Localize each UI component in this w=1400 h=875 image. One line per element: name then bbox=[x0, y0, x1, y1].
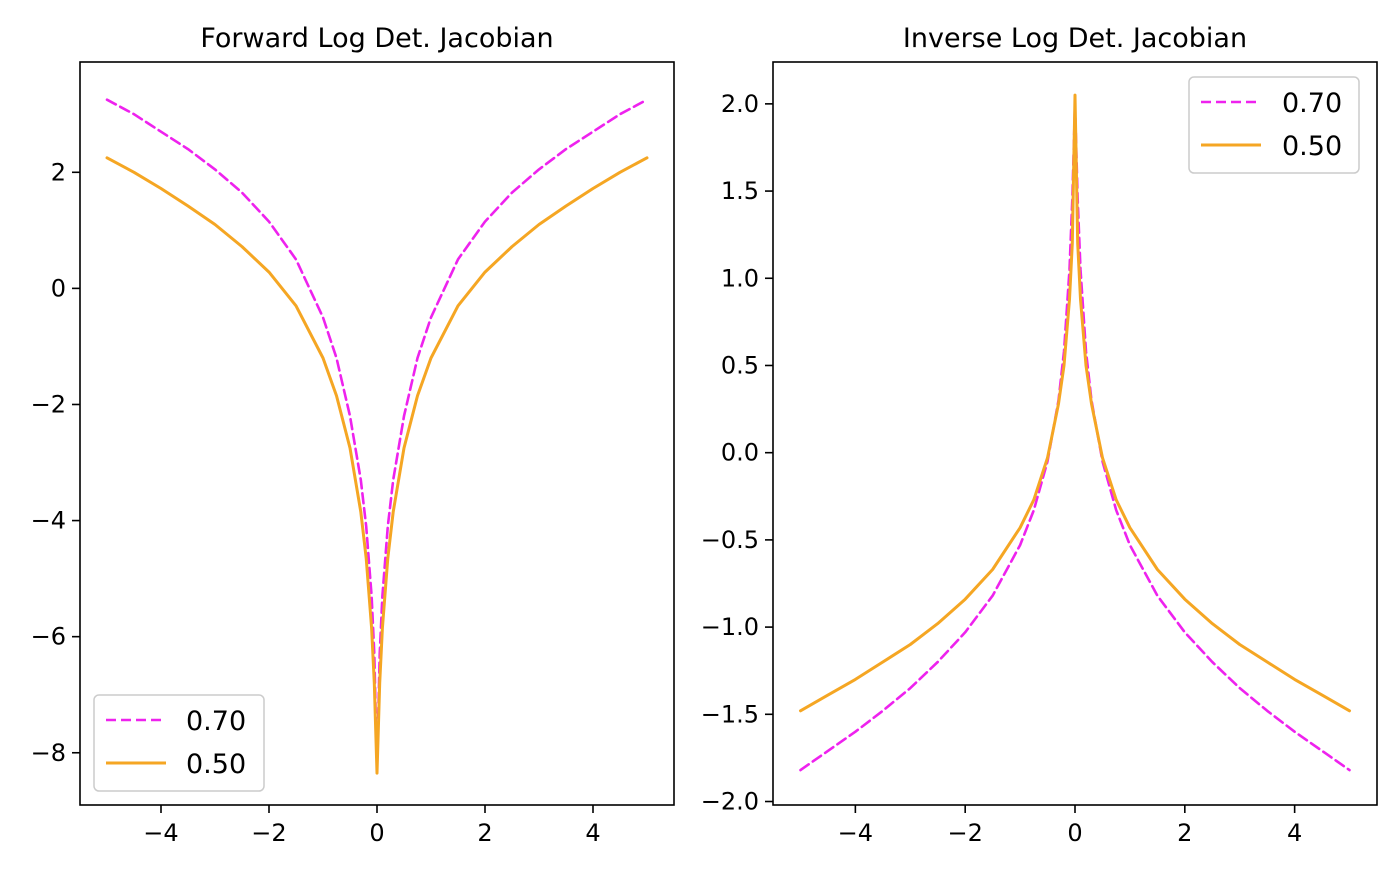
forward-x-tick-label: −2 bbox=[251, 819, 286, 847]
inverse-y-tick-label: 1.0 bbox=[721, 264, 759, 292]
inverse-y-tick-label: 0.0 bbox=[721, 439, 759, 467]
inverse-series-layer bbox=[799, 93, 1351, 772]
forward-x-ticks: −4 −2 0 2 4 bbox=[143, 805, 601, 847]
forward-legend-label-0.70: 0.70 bbox=[186, 706, 246, 737]
inverse-x-tick-label: 4 bbox=[1287, 819, 1302, 847]
inverse-subplot: Inverse Log Det. Jacobian −4 −2 0 2 4 −2.0 −1… bbox=[701, 23, 1378, 847]
inverse-y-tick-label: 1.5 bbox=[721, 177, 759, 205]
forward-y-tick-label: −8 bbox=[31, 739, 66, 767]
inverse-y-ticks: −2.0 −1.5 −1.0 −0.5 0.0 0.5 1.0 1.5 2.0 bbox=[701, 90, 773, 816]
forward-x-tick-label: 4 bbox=[585, 819, 600, 847]
forward-x-tick-label: −4 bbox=[143, 819, 178, 847]
inverse-legend: 0.70 0.50 bbox=[1188, 76, 1360, 174]
forward-x-tick-label: 2 bbox=[477, 819, 492, 847]
inverse-y-tick-label: −0.5 bbox=[701, 526, 759, 554]
inverse-y-tick-label: 0.5 bbox=[721, 351, 759, 379]
inverse-x-tick-label: −2 bbox=[947, 819, 982, 847]
inverse-legend-label-0.50: 0.50 bbox=[1282, 131, 1342, 162]
forward-subplot: Forward Log Det. Jacobian −4 −2 0 2 4 −8 −6 −4… bbox=[31, 23, 675, 847]
inverse-y-tick-label: 2.0 bbox=[721, 90, 759, 118]
forward-legend: 0.70 0.50 bbox=[93, 694, 265, 792]
forward-x-tick-label: 0 bbox=[369, 819, 384, 847]
forward-y-tick-label: −6 bbox=[31, 623, 66, 651]
forward-legend-label-0.50: 0.50 bbox=[186, 749, 246, 780]
inverse-legend-label-0.70: 0.70 bbox=[1282, 88, 1342, 119]
forward-y-tick-label: −2 bbox=[31, 390, 66, 418]
forward-series-0.50 bbox=[105, 156, 649, 775]
forward-y-tick-label: 2 bbox=[51, 158, 66, 186]
inverse-y-tick-label: −2.0 bbox=[701, 788, 759, 816]
inverse-x-tick-label: −4 bbox=[838, 819, 873, 847]
forward-y-ticks: −8 −6 −4 −2 0 2 bbox=[31, 158, 80, 767]
inverse-y-tick-label: −1.0 bbox=[701, 613, 759, 641]
inverse-series-0.50 bbox=[799, 93, 1351, 713]
inverse-y-tick-label: −1.5 bbox=[701, 700, 759, 728]
inverse-title: Inverse Log Det. Jacobian bbox=[903, 23, 1247, 54]
inverse-x-ticks: −4 −2 0 2 4 bbox=[838, 805, 1302, 847]
inverse-x-tick-label: 2 bbox=[1177, 819, 1192, 847]
forward-y-tick-label: 0 bbox=[51, 274, 66, 302]
forward-series-layer bbox=[105, 98, 649, 775]
forward-y-tick-label: −4 bbox=[31, 507, 66, 535]
inverse-x-tick-label: 0 bbox=[1067, 819, 1082, 847]
forward-title: Forward Log Det. Jacobian bbox=[200, 23, 553, 54]
